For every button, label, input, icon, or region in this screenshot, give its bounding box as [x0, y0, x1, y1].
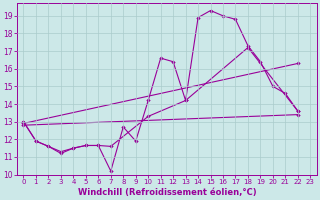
X-axis label: Windchill (Refroidissement éolien,°C): Windchill (Refroidissement éolien,°C) — [77, 188, 256, 197]
